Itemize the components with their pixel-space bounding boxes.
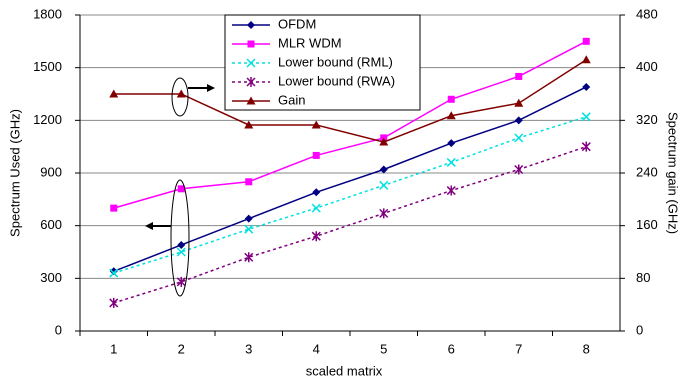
marker xyxy=(247,21,255,29)
y-tick-label: 900 xyxy=(40,164,62,179)
marker xyxy=(515,72,523,80)
marker xyxy=(446,111,456,120)
marker xyxy=(109,89,119,98)
marker xyxy=(247,40,255,48)
y-axis-label: Spectrum Used (GHz) xyxy=(7,109,22,237)
y2-tick-label: 240 xyxy=(636,164,658,179)
x-axis-label: scaled matrix xyxy=(306,363,383,378)
marker xyxy=(446,185,456,196)
marker xyxy=(514,116,523,125)
marker xyxy=(177,185,185,193)
marker xyxy=(244,120,254,129)
y2-axis-label: Spectrum gain (GHz) xyxy=(666,112,679,234)
marker xyxy=(246,77,256,87)
marker xyxy=(176,276,186,287)
marker xyxy=(109,268,119,278)
y-tick-label: 0 xyxy=(55,322,62,337)
x-tick-label: 1 xyxy=(110,341,117,356)
lines xyxy=(109,37,591,308)
y-tick-label: 600 xyxy=(40,217,62,232)
marker xyxy=(311,120,321,129)
legend: OFDM MLR WDM Lower bound (RML) Lower bound … xyxy=(232,16,395,107)
y2-tick-label: 480 xyxy=(636,6,658,21)
legend-label: Lower bound (RML) xyxy=(278,54,393,69)
y2-tick-label: 160 xyxy=(636,217,658,232)
marker xyxy=(446,157,456,167)
x-tick-label: 7 xyxy=(515,341,522,356)
marker xyxy=(582,82,591,91)
marker xyxy=(447,95,455,103)
marker xyxy=(244,224,254,234)
marker xyxy=(379,137,389,146)
x-tick-label: 3 xyxy=(245,341,252,356)
series-line xyxy=(113,59,587,143)
marker xyxy=(245,178,253,186)
annotation-ellipse xyxy=(171,77,189,117)
x-tick-label: 2 xyxy=(178,341,185,356)
marker xyxy=(581,112,591,122)
marker xyxy=(109,267,118,276)
y2-tick-label: 320 xyxy=(636,112,658,127)
marker xyxy=(246,96,256,105)
legend-label: Lower bound (RWA) xyxy=(278,73,395,88)
x-tick-label: 8 xyxy=(583,341,590,356)
series-line xyxy=(113,86,587,273)
marker xyxy=(311,231,321,242)
marker xyxy=(514,98,524,107)
marker xyxy=(109,297,119,308)
annotation-arrowhead xyxy=(207,84,215,92)
y-tick-label: 1500 xyxy=(33,59,62,74)
y-tick-label: 300 xyxy=(40,270,62,285)
legend-label: OFDM xyxy=(278,16,316,31)
marker xyxy=(447,139,456,148)
legend-label: Gain xyxy=(278,92,305,107)
marker xyxy=(581,55,591,64)
annotation-ellipse xyxy=(170,179,190,297)
marker xyxy=(581,141,591,152)
marker xyxy=(244,214,253,223)
y-tick-label: 1200 xyxy=(33,112,62,127)
x-tick-label: 5 xyxy=(380,341,387,356)
marker xyxy=(379,208,389,219)
series-line xyxy=(113,116,587,274)
marker xyxy=(514,133,524,143)
x-tick-label: 4 xyxy=(313,341,320,356)
marker xyxy=(312,151,320,159)
legend-label: MLR WDM xyxy=(278,35,342,50)
y-tick-label: 1800 xyxy=(33,6,62,21)
y2-tick-label: 400 xyxy=(636,59,658,74)
series-line xyxy=(113,145,587,304)
y2-tick-label: 80 xyxy=(636,270,650,285)
marker xyxy=(246,58,256,68)
annotation-arrowhead xyxy=(145,222,153,230)
marker xyxy=(110,204,118,212)
marker xyxy=(176,247,186,257)
series-line xyxy=(113,40,587,209)
marker xyxy=(176,89,186,98)
y2-tick-label: 0 xyxy=(636,322,643,337)
marker xyxy=(312,188,321,197)
marker xyxy=(244,252,254,263)
marker xyxy=(177,240,186,249)
grid: 0 300 600 900 1200 1500 1800 0 80 160 240 320 400 480… xyxy=(33,6,658,356)
marker xyxy=(582,37,590,45)
x-tick-label: 6 xyxy=(448,341,455,356)
marker xyxy=(379,180,389,190)
marker xyxy=(311,203,321,213)
marker xyxy=(379,165,388,174)
marker xyxy=(514,164,524,175)
